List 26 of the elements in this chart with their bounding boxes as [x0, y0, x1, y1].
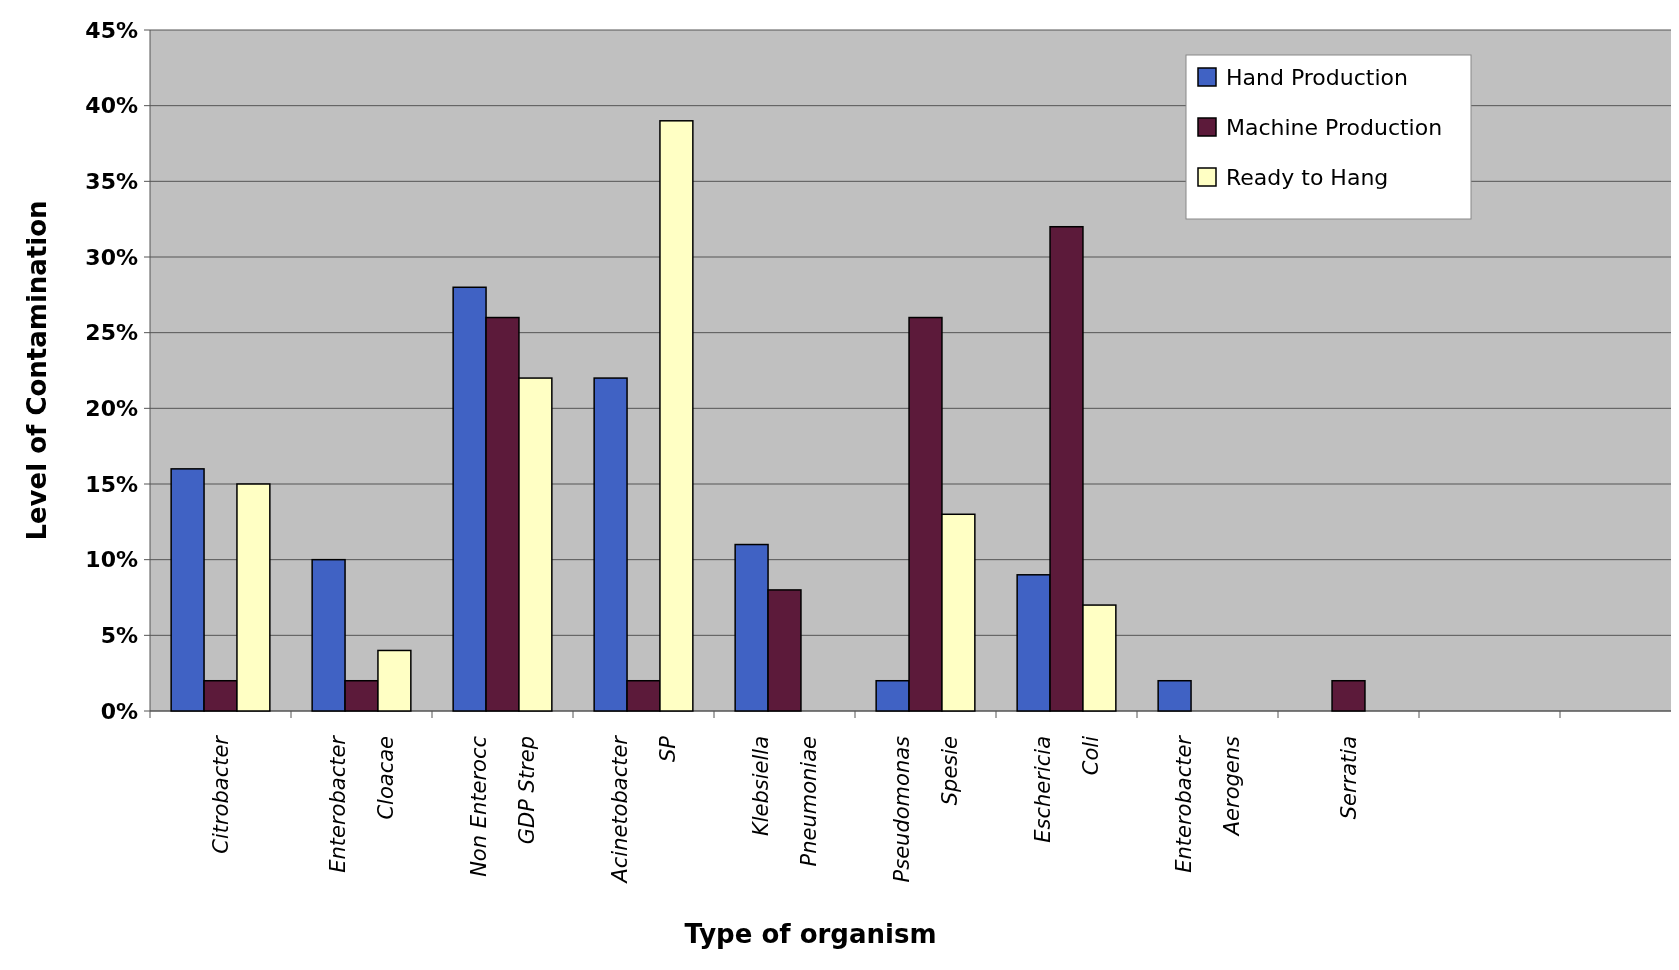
y-tick-label: 30% [85, 244, 138, 270]
x-tick-label: Klebsiella Pneumoniae [748, 736, 821, 867]
x-tick-label: Acinetobacter SP [607, 734, 680, 885]
bar [1331, 679, 1366, 712]
y-tick-label: 35% [85, 169, 138, 195]
y-tick-label: 25% [85, 320, 138, 346]
y-tick-label: 45% [85, 17, 138, 43]
x-tick-label: Enterobacter Aerogens [1171, 734, 1244, 873]
x-tick-label: Enterobacter Cloacae [325, 734, 398, 873]
bar [1157, 679, 1192, 712]
y-tick-label: 0% [100, 698, 138, 724]
y-tick-label: 15% [85, 471, 138, 497]
x-tick-label: Citrobacter [208, 734, 233, 854]
x-tick-label: Serratia [1336, 736, 1361, 820]
x-tick-label: Non Enterocc GDP Strep [466, 735, 539, 877]
y-tick-label: 40% [85, 93, 138, 119]
legend-label: Ready to Hang [1226, 164, 1389, 190]
x-tick-label: Eschericia Coli [1030, 735, 1103, 843]
x-axis-title: Type of organism [684, 919, 937, 949]
x-tick-label: Pseudomonas Spesie [889, 735, 962, 883]
y-tick-label: 20% [85, 396, 138, 422]
y-tick-label: 5% [100, 623, 138, 649]
y-tick-label: 10% [85, 547, 138, 573]
y-axis-title: Level of Contamination [22, 200, 52, 541]
legend-label: Machine Production [1226, 114, 1443, 140]
legend-label: Hand Production [1226, 64, 1408, 90]
